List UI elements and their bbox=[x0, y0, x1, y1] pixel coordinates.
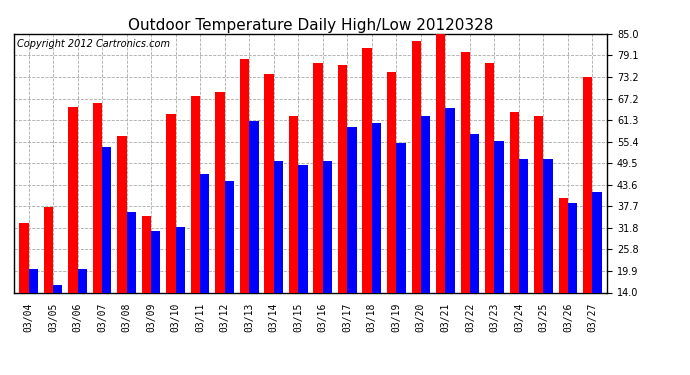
Bar bbox=[372, 123, 381, 344]
Bar bbox=[470, 134, 479, 344]
Bar bbox=[28, 269, 38, 344]
Bar bbox=[68, 106, 77, 344]
Bar bbox=[362, 48, 372, 344]
Bar bbox=[387, 72, 396, 344]
Bar bbox=[544, 159, 553, 344]
Bar bbox=[274, 161, 283, 344]
Bar bbox=[323, 161, 332, 344]
Bar bbox=[485, 63, 495, 344]
Bar bbox=[534, 116, 544, 344]
Bar bbox=[191, 96, 200, 344]
Bar bbox=[92, 103, 102, 344]
Bar bbox=[460, 52, 470, 344]
Bar bbox=[510, 112, 519, 344]
Bar bbox=[396, 143, 406, 344]
Bar bbox=[142, 216, 151, 344]
Bar bbox=[215, 92, 225, 344]
Text: Copyright 2012 Cartronics.com: Copyright 2012 Cartronics.com bbox=[17, 39, 170, 49]
Bar bbox=[225, 182, 234, 344]
Bar bbox=[240, 59, 249, 344]
Bar bbox=[519, 159, 529, 344]
Bar bbox=[151, 231, 161, 344]
Bar bbox=[126, 212, 136, 344]
Bar bbox=[289, 116, 298, 344]
Bar bbox=[102, 147, 111, 344]
Bar bbox=[43, 207, 53, 344]
Bar bbox=[249, 121, 259, 344]
Bar bbox=[421, 116, 430, 344]
Bar bbox=[77, 269, 87, 344]
Bar bbox=[593, 192, 602, 344]
Bar bbox=[176, 227, 185, 344]
Bar bbox=[583, 78, 593, 344]
Title: Outdoor Temperature Daily High/Low 20120328: Outdoor Temperature Daily High/Low 20120… bbox=[128, 18, 493, 33]
Bar bbox=[445, 108, 455, 344]
Bar bbox=[264, 74, 274, 344]
Bar bbox=[200, 174, 210, 344]
Bar bbox=[53, 285, 62, 344]
Bar bbox=[495, 141, 504, 344]
Bar bbox=[313, 63, 323, 344]
Bar bbox=[19, 223, 28, 344]
Bar bbox=[117, 136, 126, 344]
Bar bbox=[338, 65, 347, 344]
Bar bbox=[411, 41, 421, 344]
Bar bbox=[298, 165, 308, 344]
Bar bbox=[568, 203, 578, 344]
Bar bbox=[347, 127, 357, 344]
Bar bbox=[166, 114, 176, 344]
Bar bbox=[559, 198, 568, 344]
Bar bbox=[436, 34, 445, 344]
